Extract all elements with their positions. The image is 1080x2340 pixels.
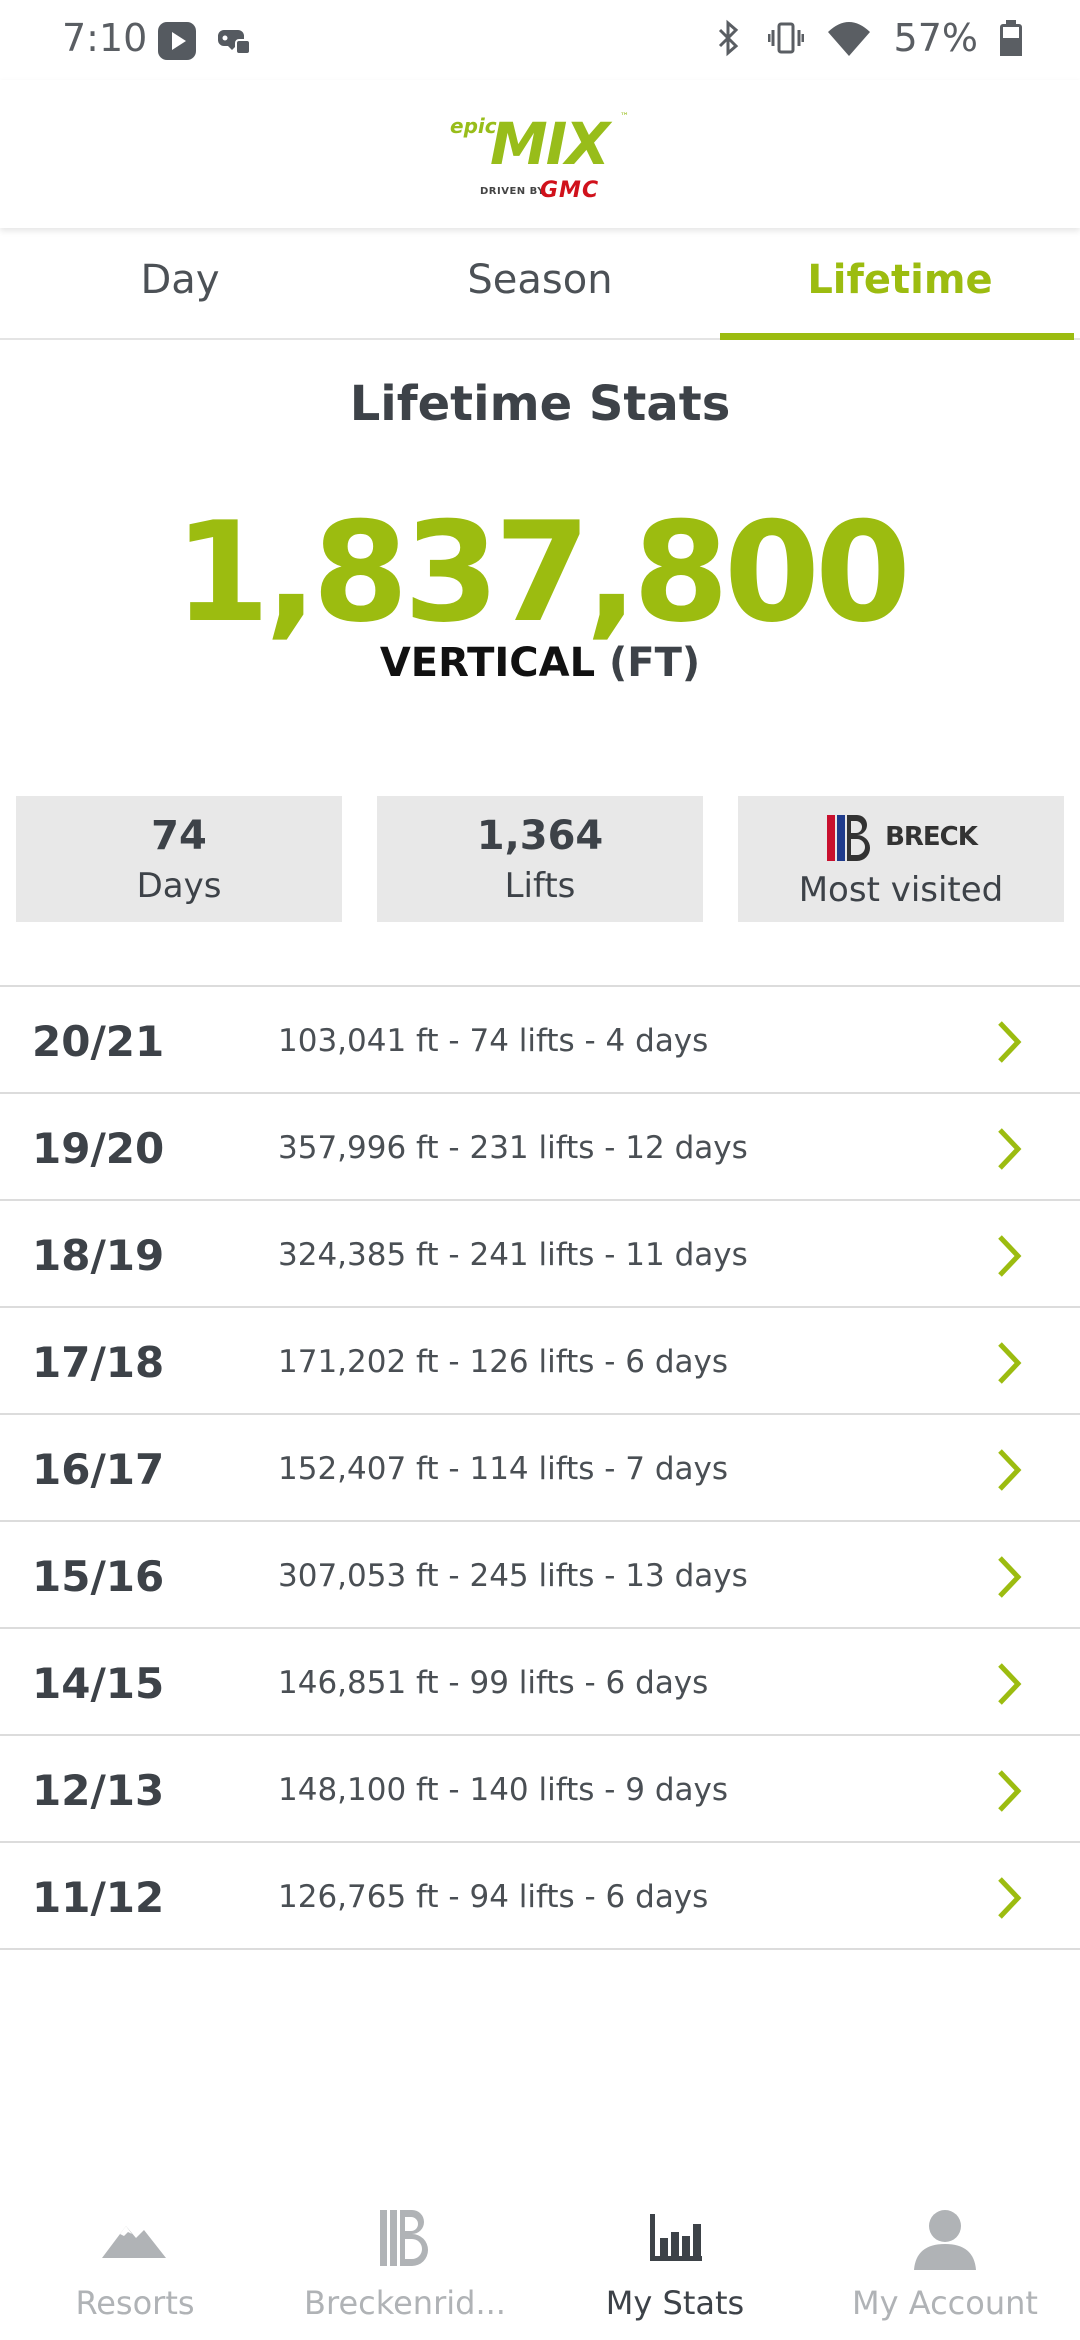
season-detail: 152,407 ft - 114 lifts - 7 days — [278, 1451, 729, 1487]
season-label: 18/19 — [32, 1231, 165, 1280]
days-box: 74 Days — [16, 796, 342, 922]
chevron-right-icon[interactable] — [996, 1554, 1022, 1600]
season-label: 20/21 — [32, 1017, 165, 1066]
season-label: 14/15 — [32, 1659, 165, 1708]
chevron-right-icon[interactable] — [996, 1447, 1022, 1493]
logo-driven-text: DRIVEN BY — [480, 186, 545, 197]
vertical-unit: (FT) — [609, 640, 701, 686]
battery-percent: 57% — [893, 16, 978, 60]
season-label: 11/12 — [32, 1873, 165, 1922]
season-row[interactable]: 17/18 171,202 ft - 126 lifts - 6 days — [0, 1308, 1080, 1415]
chevron-right-icon[interactable] — [996, 1768, 1022, 1814]
chevron-right-icon[interactable] — [996, 1661, 1022, 1707]
season-label: 15/16 — [32, 1552, 165, 1601]
season-row[interactable]: 14/15 146,851 ft - 99 lifts - 6 days — [0, 1629, 1080, 1736]
lifts-label: Lifts — [504, 866, 576, 906]
season-detail: 307,053 ft - 245 lifts - 13 days — [278, 1558, 748, 1594]
status-bar: 7:10 57% — [0, 0, 1080, 80]
most-visited-box[interactable]: BRECK Most visited — [738, 796, 1064, 922]
app-header: epic MIX ™ DRIVEN BY GMC — [0, 80, 1080, 228]
wifi-icon — [827, 22, 870, 56]
chevron-right-icon[interactable] — [996, 1340, 1022, 1386]
epic-mix-logo: epic MIX ™ DRIVEN BY GMC — [440, 110, 640, 210]
lifts-box: 1,364 Lifts — [377, 796, 703, 922]
breck-nav-icon — [380, 2210, 428, 2266]
person-icon — [914, 2210, 976, 2270]
season-detail: 171,202 ft - 126 lifts - 6 days — [278, 1344, 729, 1380]
season-detail: 146,851 ft - 99 lifts - 6 days — [278, 1665, 709, 1701]
period-tabs: Day Season Lifetime — [0, 230, 1080, 340]
vertical-total: 1,837,800 — [174, 492, 911, 653]
nav-my-account[interactable]: My Account — [810, 2186, 1080, 2340]
vertical-label-text: VERTICAL — [379, 640, 596, 686]
days-value: 74 — [151, 813, 207, 859]
nav-breckenridge-label: Breckenrid... — [304, 2284, 506, 2322]
season-detail: 148,100 ft - 140 lifts - 9 days — [278, 1772, 729, 1808]
game-controller-icon — [218, 30, 250, 55]
nav-resorts-label: Resorts — [75, 2284, 195, 2322]
logo-mix-text: MIX — [490, 110, 610, 178]
bar-chart-icon — [650, 2214, 702, 2261]
nav-my-account-label: My Account — [852, 2284, 1038, 2322]
status-time: 7:10 — [62, 16, 148, 60]
season-row[interactable]: 20/21 103,041 ft - 74 lifts - 4 days — [0, 987, 1080, 1094]
logo-epic-text: epic — [450, 114, 497, 138]
tab-lifetime[interactable]: Lifetime — [720, 230, 1080, 340]
season-detail: 126,765 ft - 94 lifts - 6 days — [278, 1879, 709, 1915]
logo-trademark: ™ — [620, 112, 629, 122]
breck-resort-logo: BRECK — [738, 806, 1064, 868]
seasons-list: 20/21 103,041 ft - 74 lifts - 4 days 19/20… — [0, 985, 1080, 1950]
stat-boxes: 74 Days 1,364 Lifts BRECK Most visited — [16, 796, 1064, 922]
season-label: 12/13 — [32, 1766, 165, 1815]
most-visited-label: Most visited — [798, 870, 1004, 910]
season-detail: 357,996 ft - 231 lifts - 12 days — [278, 1130, 748, 1166]
nav-my-stats-label: My Stats — [605, 2284, 745, 2322]
season-row[interactable]: 16/17 152,407 ft - 114 lifts - 7 days — [0, 1415, 1080, 1522]
breck-logo-text: BRECK — [885, 822, 978, 852]
chevron-right-icon[interactable] — [996, 1019, 1022, 1065]
chevron-right-icon[interactable] — [996, 1875, 1022, 1921]
season-row[interactable]: 19/20 357,996 ft - 231 lifts - 12 days — [0, 1094, 1080, 1201]
vibrate-icon — [767, 22, 804, 54]
tab-season[interactable]: Season — [467, 257, 613, 303]
season-label: 17/18 — [32, 1338, 165, 1387]
chevron-right-icon[interactable] — [996, 1233, 1022, 1279]
battery-icon — [1000, 20, 1022, 56]
play-store-icon — [158, 22, 196, 60]
mountain-icon — [102, 2226, 166, 2258]
breck-logo-icon — [827, 815, 871, 861]
nav-resorts[interactable]: Resorts — [0, 2186, 270, 2340]
vertical-label: VERTICAL (FT) — [0, 640, 1080, 686]
page-title: Lifetime Stats — [349, 376, 731, 432]
chevron-right-icon[interactable] — [996, 1126, 1022, 1172]
bottom-nav: Resorts Breckenrid... My Stats My Accoun… — [0, 2186, 1080, 2340]
lifts-value: 1,364 — [476, 813, 604, 859]
season-label: 16/17 — [32, 1445, 165, 1494]
logo-gmc-text: GMC — [540, 178, 600, 203]
days-label: Days — [136, 866, 222, 906]
season-row[interactable]: 18/19 324,385 ft - 241 lifts - 11 days — [0, 1201, 1080, 1308]
season-detail: 324,385 ft - 241 lifts - 11 days — [278, 1237, 748, 1273]
season-row[interactable]: 15/16 307,053 ft - 245 lifts - 13 days — [0, 1522, 1080, 1629]
tab-day[interactable]: Day — [140, 257, 220, 303]
nav-breckenridge[interactable]: Breckenrid... — [270, 2186, 540, 2340]
season-label: 19/20 — [32, 1124, 165, 1173]
season-row[interactable]: 11/12 126,765 ft - 94 lifts - 6 days — [0, 1843, 1080, 1950]
season-row[interactable]: 12/13 148,100 ft - 140 lifts - 9 days — [0, 1736, 1080, 1843]
nav-my-stats[interactable]: My Stats — [540, 2186, 810, 2340]
season-detail: 103,041 ft - 74 lifts - 4 days — [278, 1023, 709, 1059]
bluetooth-icon — [718, 19, 738, 57]
